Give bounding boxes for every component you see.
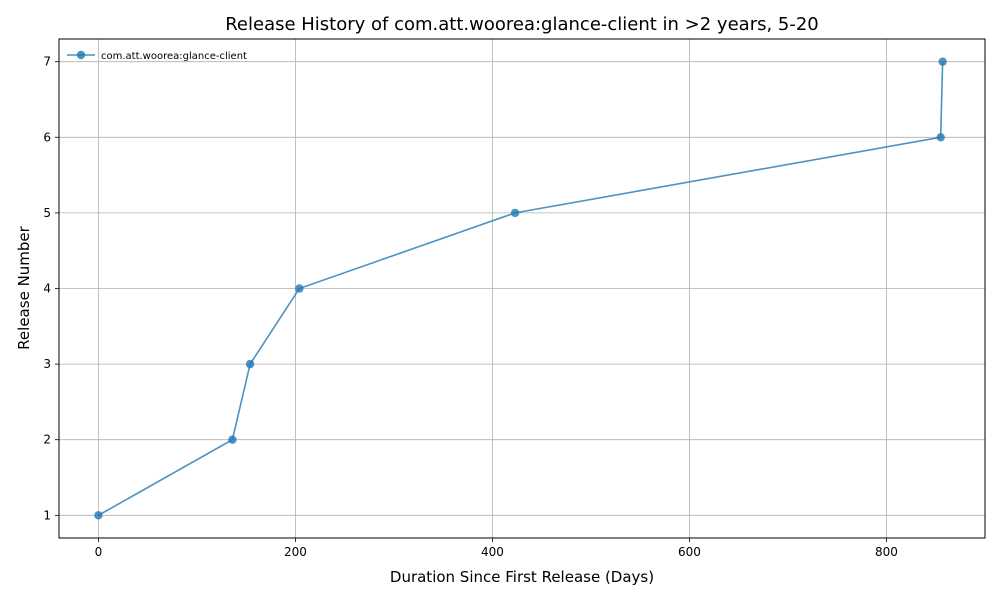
chart-title: Release History of com.att.woorea:glance… <box>225 14 819 35</box>
x-axis-title: Duration Since First Release (Days) <box>390 568 654 586</box>
y-tick-label: 7 <box>43 55 51 69</box>
data-point <box>245 359 255 369</box>
x-tick-label: 400 <box>481 545 504 559</box>
y-tick-label: 2 <box>43 433 51 447</box>
x-tick-label: 800 <box>875 545 898 559</box>
data-point <box>94 511 103 520</box>
data-point <box>510 208 520 218</box>
y-tick-label: 4 <box>43 282 51 296</box>
y-tick-label: 1 <box>43 508 51 522</box>
legend-marker-swatch <box>76 50 86 60</box>
x-tick-label: 0 <box>95 545 103 559</box>
legend: com.att.woorea:glance-client <box>67 50 247 62</box>
series-layer <box>94 57 947 520</box>
y-tick-label: 6 <box>43 130 51 144</box>
data-point <box>228 435 237 444</box>
y-tick-label: 5 <box>43 206 51 220</box>
data-point <box>295 284 304 293</box>
x-tick-label: 200 <box>284 545 307 559</box>
x-tick-label: 600 <box>678 545 701 559</box>
y-axis-title: Release Number <box>15 225 33 349</box>
legend-label: com.att.woorea:glance-client <box>101 51 247 62</box>
axis-ticks: 0 200 400 600 800 1 2 3 4 5 6 7 <box>43 55 898 559</box>
grid-lines <box>59 39 985 538</box>
data-point <box>938 57 947 66</box>
data-point <box>936 133 945 142</box>
y-tick-label: 3 <box>43 357 51 371</box>
